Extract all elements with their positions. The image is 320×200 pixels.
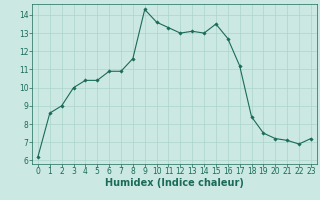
X-axis label: Humidex (Indice chaleur): Humidex (Indice chaleur) [105, 178, 244, 188]
